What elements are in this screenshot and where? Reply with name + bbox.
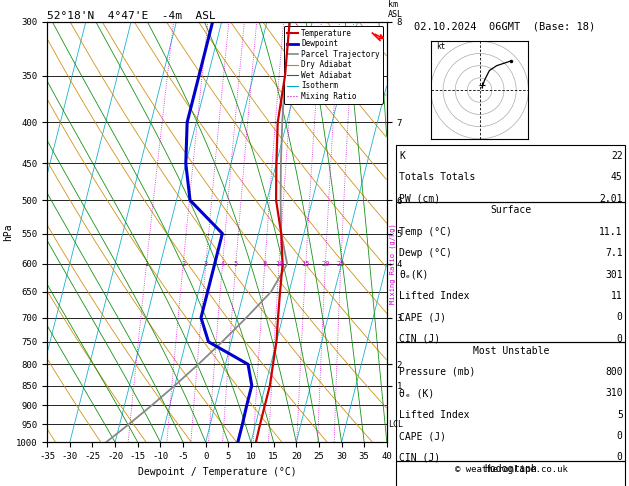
Text: Totals Totals: Totals Totals [399,173,476,182]
Text: 2: 2 [181,261,186,267]
Text: CAPE (J): CAPE (J) [399,431,447,441]
Text: Surface: Surface [491,206,532,215]
Text: 11: 11 [611,291,623,301]
Text: 800: 800 [605,367,623,377]
Text: 20: 20 [321,261,330,267]
Text: Pressure (mb): Pressure (mb) [399,367,476,377]
Text: 45: 45 [611,173,623,182]
Text: 2.01: 2.01 [599,194,623,204]
Text: CIN (J): CIN (J) [399,334,440,344]
Text: kt: kt [436,42,445,51]
Text: 4: 4 [220,261,225,267]
Text: 310: 310 [605,388,623,399]
Y-axis label: hPa: hPa [3,223,13,241]
Text: Lifted Index: Lifted Index [399,291,470,301]
Text: 11.1: 11.1 [599,227,623,237]
Text: CIN (J): CIN (J) [399,452,440,463]
Text: LCL: LCL [388,420,403,429]
Text: 1: 1 [145,261,148,267]
Text: θₑ (K): θₑ (K) [399,388,435,399]
Text: CAPE (J): CAPE (J) [399,312,447,322]
Text: Mixing Ratio (g/kg): Mixing Ratio (g/kg) [389,224,396,304]
Text: © weatheronline.co.uk: © weatheronline.co.uk [455,465,567,474]
Text: 0: 0 [617,312,623,322]
Text: 3: 3 [204,261,208,267]
Text: 5: 5 [234,261,238,267]
Text: Hodograph: Hodograph [484,464,538,474]
Text: 0: 0 [617,431,623,441]
Text: 10: 10 [275,261,283,267]
Text: 8: 8 [263,261,267,267]
Text: K: K [399,151,405,161]
Text: 0: 0 [617,334,623,344]
Text: 22: 22 [611,151,623,161]
Text: Lifted Index: Lifted Index [399,410,470,420]
Text: Dewp (°C): Dewp (°C) [399,248,452,258]
Text: PW (cm): PW (cm) [399,194,440,204]
Text: 15: 15 [301,261,310,267]
Text: θₑ(K): θₑ(K) [399,270,429,279]
Text: 02.10.2024  06GMT  (Base: 18): 02.10.2024 06GMT (Base: 18) [414,22,596,32]
Text: Temp (°C): Temp (°C) [399,227,452,237]
Text: 301: 301 [605,270,623,279]
Legend: Temperature, Dewpoint, Parcel Trajectory, Dry Adiabat, Wet Adiabat, Isotherm, Mi: Temperature, Dewpoint, Parcel Trajectory… [284,26,383,104]
Text: 7.1: 7.1 [605,248,623,258]
Text: 0: 0 [617,452,623,463]
Text: km
ASL: km ASL [388,0,403,19]
Text: 52°18'N  4°47'E  -4m  ASL: 52°18'N 4°47'E -4m ASL [47,11,216,21]
Text: 25: 25 [337,261,345,267]
Text: 5: 5 [617,410,623,420]
Text: Most Unstable: Most Unstable [473,346,549,356]
X-axis label: Dewpoint / Temperature (°C): Dewpoint / Temperature (°C) [138,467,296,477]
